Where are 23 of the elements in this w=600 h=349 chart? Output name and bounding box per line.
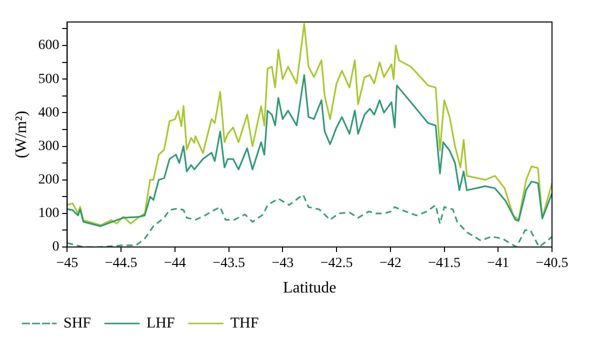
line-series xyxy=(67,194,552,247)
x-tick-label: −41.5 xyxy=(428,256,460,272)
x-tick-label: −40.5 xyxy=(536,256,568,272)
x-tick-label: −43 xyxy=(272,256,294,272)
legend-label: LHF xyxy=(146,315,175,332)
y-tick-label: 200 xyxy=(38,172,60,188)
legend-label: THF xyxy=(230,315,259,332)
y-tick-label: 400 xyxy=(38,105,60,120)
y-tick-label: 600 xyxy=(38,38,60,54)
x-tick-label: −42 xyxy=(379,256,402,272)
y-tick-label: 300 xyxy=(38,138,60,154)
x-tick-label: −44.5 xyxy=(104,256,138,272)
x-tick-label: −44 xyxy=(164,256,186,272)
y-axis-title: (W/m²) xyxy=(12,110,30,158)
x-tick-label: −45 xyxy=(56,256,78,272)
x-tick-label: −42.5 xyxy=(320,256,353,272)
x-tick-label: −43.5 xyxy=(212,256,246,272)
y-tick-label: 100 xyxy=(38,206,60,222)
x-axis-title: Latitude xyxy=(282,280,336,297)
x-tick-label: −41 xyxy=(487,256,510,272)
legend-label: SHF xyxy=(64,315,92,332)
y-tick-label: 0 xyxy=(52,240,60,255)
y-tick-label: 500 xyxy=(38,72,60,87)
